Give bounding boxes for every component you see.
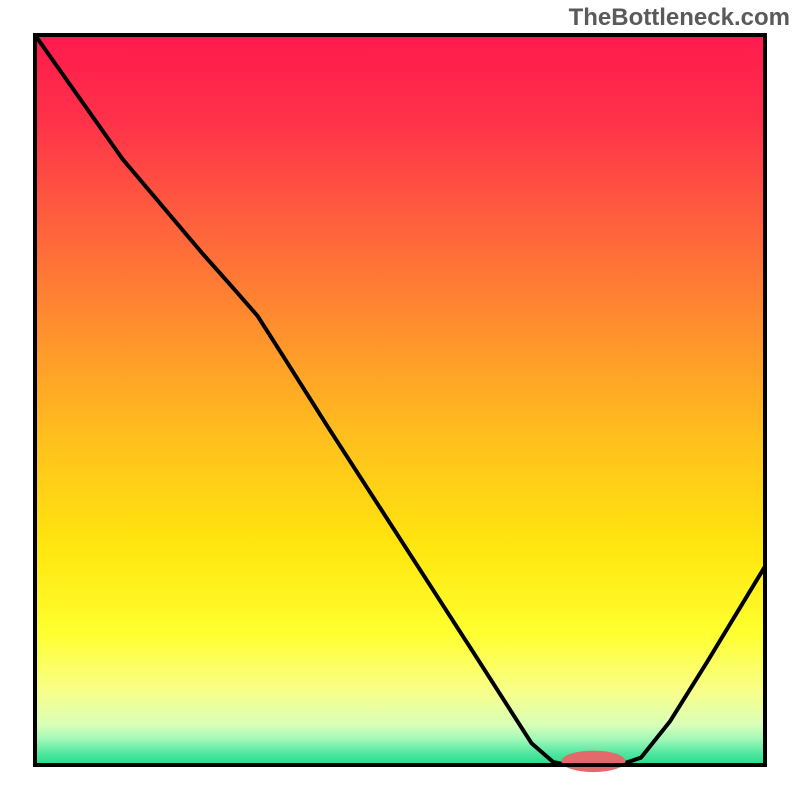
bottleneck-chart [0,0,800,800]
plot-background [35,35,765,765]
optimal-marker [562,751,625,771]
chart-container: TheBottleneck.com [0,0,800,800]
watermark-text: TheBottleneck.com [569,4,790,32]
